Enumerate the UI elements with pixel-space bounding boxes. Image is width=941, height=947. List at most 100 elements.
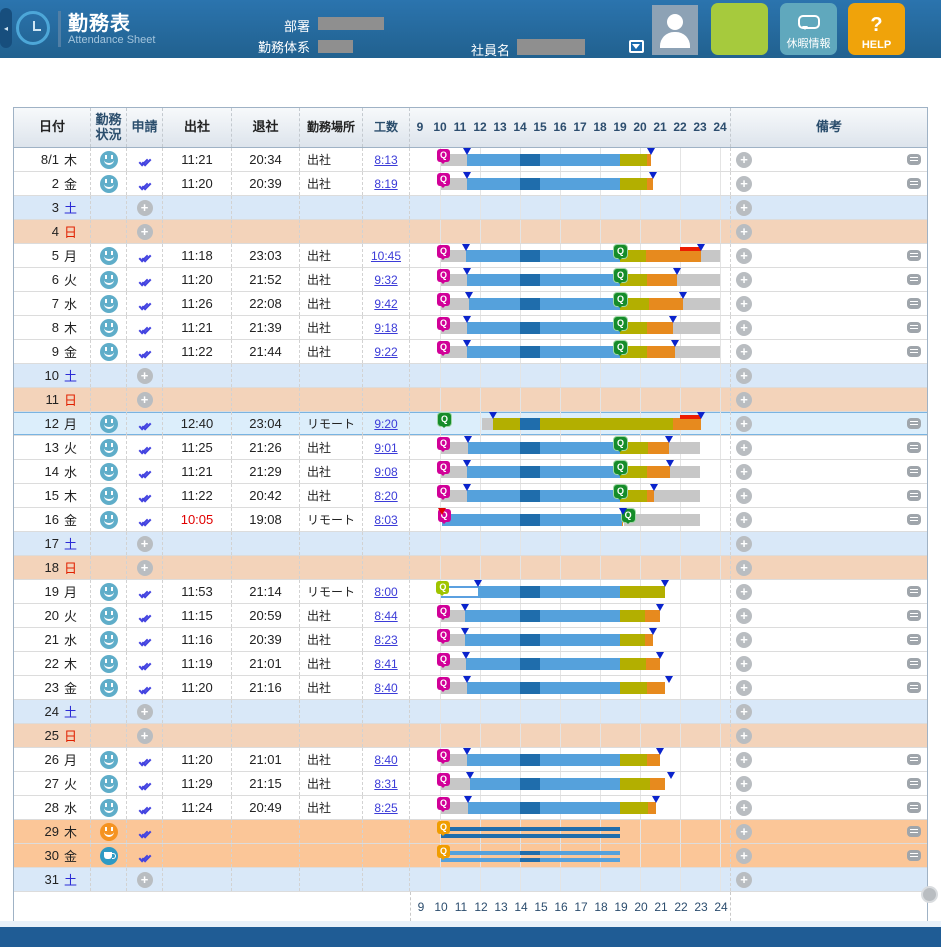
add-note-button[interactable]: + xyxy=(736,464,752,480)
add-request-button[interactable]: + xyxy=(136,367,153,384)
hours-link[interactable]: 8:13 xyxy=(374,152,398,167)
add-note-button[interactable]: + xyxy=(736,728,752,744)
hours-link[interactable]: 8:03 xyxy=(374,512,398,527)
hours-link[interactable]: 8:40 xyxy=(374,752,398,767)
hours-link[interactable]: 9:32 xyxy=(374,272,398,287)
comment-bubble-icon[interactable] xyxy=(907,850,921,861)
add-request-button[interactable]: + xyxy=(136,199,153,216)
comment-bubble-icon[interactable] xyxy=(907,826,921,837)
add-note-button[interactable]: + xyxy=(736,872,752,888)
help-button[interactable]: ? HELP xyxy=(848,3,905,55)
add-note-button[interactable]: + xyxy=(736,320,752,336)
comment-bubble-icon[interactable] xyxy=(907,514,921,525)
employee-dropdown-icon[interactable] xyxy=(629,40,644,53)
add-note-button[interactable]: + xyxy=(736,392,752,408)
col-header-status: 勤務状況 xyxy=(91,108,127,147)
sidebar-collapse-handle[interactable]: ◂ xyxy=(0,8,12,48)
hours-link[interactable]: 8:00 xyxy=(374,584,398,599)
add-note-button[interactable]: + xyxy=(736,512,752,528)
add-note-button[interactable]: + xyxy=(736,680,752,696)
comment-bubble-icon[interactable] xyxy=(907,466,921,477)
add-note-button[interactable]: + xyxy=(736,632,752,648)
hours-link[interactable]: 8:19 xyxy=(374,176,398,191)
comment-bubble-icon[interactable] xyxy=(907,418,921,429)
add-note-button[interactable]: + xyxy=(736,248,752,264)
apply-cell xyxy=(127,580,163,603)
gantt-segment-bl xyxy=(540,466,620,478)
add-note-button[interactable]: + xyxy=(736,416,752,432)
comment-bubble-icon[interactable] xyxy=(907,298,921,309)
work-place-cell: 出社 xyxy=(300,244,363,267)
comment-bubble-icon[interactable] xyxy=(907,778,921,789)
add-note-button[interactable]: + xyxy=(736,152,752,168)
add-note-button[interactable]: + xyxy=(736,656,752,672)
apply-cell xyxy=(127,268,163,291)
smile-eye xyxy=(110,778,113,783)
hours-link[interactable]: 9:42 xyxy=(374,296,398,311)
add-note-button[interactable]: + xyxy=(736,608,752,624)
add-note-button[interactable]: + xyxy=(736,224,752,240)
comment-bubble-icon[interactable] xyxy=(907,322,921,333)
comment-bubble-icon[interactable] xyxy=(907,586,921,597)
comment-bubble-icon[interactable] xyxy=(907,754,921,765)
add-note-button[interactable]: + xyxy=(736,752,752,768)
add-note-button[interactable]: + xyxy=(736,440,752,456)
comment-bubble-icon[interactable] xyxy=(907,682,921,693)
add-note-button[interactable]: + xyxy=(736,776,752,792)
add-note-button[interactable]: + xyxy=(736,488,752,504)
add-request-button[interactable]: + xyxy=(136,535,153,552)
comment-bubble-icon[interactable] xyxy=(907,178,921,189)
hours-link[interactable]: 8:20 xyxy=(374,488,398,503)
comment-bubble-icon[interactable] xyxy=(907,658,921,669)
comment-bubble-icon[interactable] xyxy=(907,634,921,645)
add-note-button[interactable]: + xyxy=(736,536,752,552)
comment-bubble-icon[interactable] xyxy=(907,490,921,501)
note-cell: + xyxy=(731,676,927,699)
comment-bubble-icon[interactable] xyxy=(907,346,921,357)
hours-link[interactable]: 9:20 xyxy=(374,416,398,431)
hours-link[interactable]: 10:45 xyxy=(370,248,402,263)
add-note-button[interactable]: + xyxy=(736,176,752,192)
comment-bubble-icon[interactable] xyxy=(907,274,921,285)
add-note-button[interactable]: + xyxy=(736,272,752,288)
hours-link[interactable]: 8:25 xyxy=(374,800,398,815)
vacation-info-button[interactable]: 休暇情報 xyxy=(780,3,837,55)
hours-link[interactable]: 8:41 xyxy=(374,656,398,671)
add-note-button[interactable]: + xyxy=(736,200,752,216)
add-note-button[interactable]: + xyxy=(736,824,752,840)
quick-action-button[interactable] xyxy=(711,3,768,55)
add-request-button[interactable]: + xyxy=(136,703,153,720)
hours-link[interactable]: 9:18 xyxy=(374,320,398,335)
hours-link[interactable]: 9:01 xyxy=(374,440,398,455)
add-note-button[interactable]: + xyxy=(736,368,752,384)
hours-link[interactable]: 8:40 xyxy=(374,680,398,695)
add-request-button[interactable]: + xyxy=(136,871,153,888)
hours-link[interactable]: 9:08 xyxy=(374,464,398,479)
hours-link[interactable]: 8:44 xyxy=(374,608,398,623)
add-note-button[interactable]: + xyxy=(736,704,752,720)
comment-bubble-icon[interactable] xyxy=(907,802,921,813)
comment-bubble-icon[interactable] xyxy=(907,442,921,453)
timeline-cell: Q xyxy=(410,172,731,195)
add-note-button[interactable]: + xyxy=(736,296,752,312)
avatar[interactable] xyxy=(652,5,698,55)
comment-bubble-icon[interactable] xyxy=(907,154,921,165)
hours-link[interactable]: 8:23 xyxy=(374,632,398,647)
add-note-button[interactable]: + xyxy=(736,848,752,864)
add-note-button[interactable]: + xyxy=(736,344,752,360)
add-note-button[interactable]: + xyxy=(736,800,752,816)
add-request-button[interactable]: + xyxy=(136,223,153,240)
note-cell: + xyxy=(731,772,927,795)
add-request-button[interactable]: + xyxy=(136,391,153,408)
comment-bubble-icon[interactable] xyxy=(907,610,921,621)
hours-link[interactable]: 9:22 xyxy=(374,344,398,359)
add-request-button[interactable]: + xyxy=(136,559,153,576)
add-request-button[interactable]: + xyxy=(136,727,153,744)
scroll-top-button[interactable] xyxy=(921,886,938,903)
hours-link[interactable]: 8:31 xyxy=(374,776,398,791)
add-note-button[interactable]: + xyxy=(736,560,752,576)
add-note-button[interactable]: + xyxy=(736,584,752,600)
work-status-cell xyxy=(91,820,127,843)
comment-bubble-icon[interactable] xyxy=(907,250,921,261)
